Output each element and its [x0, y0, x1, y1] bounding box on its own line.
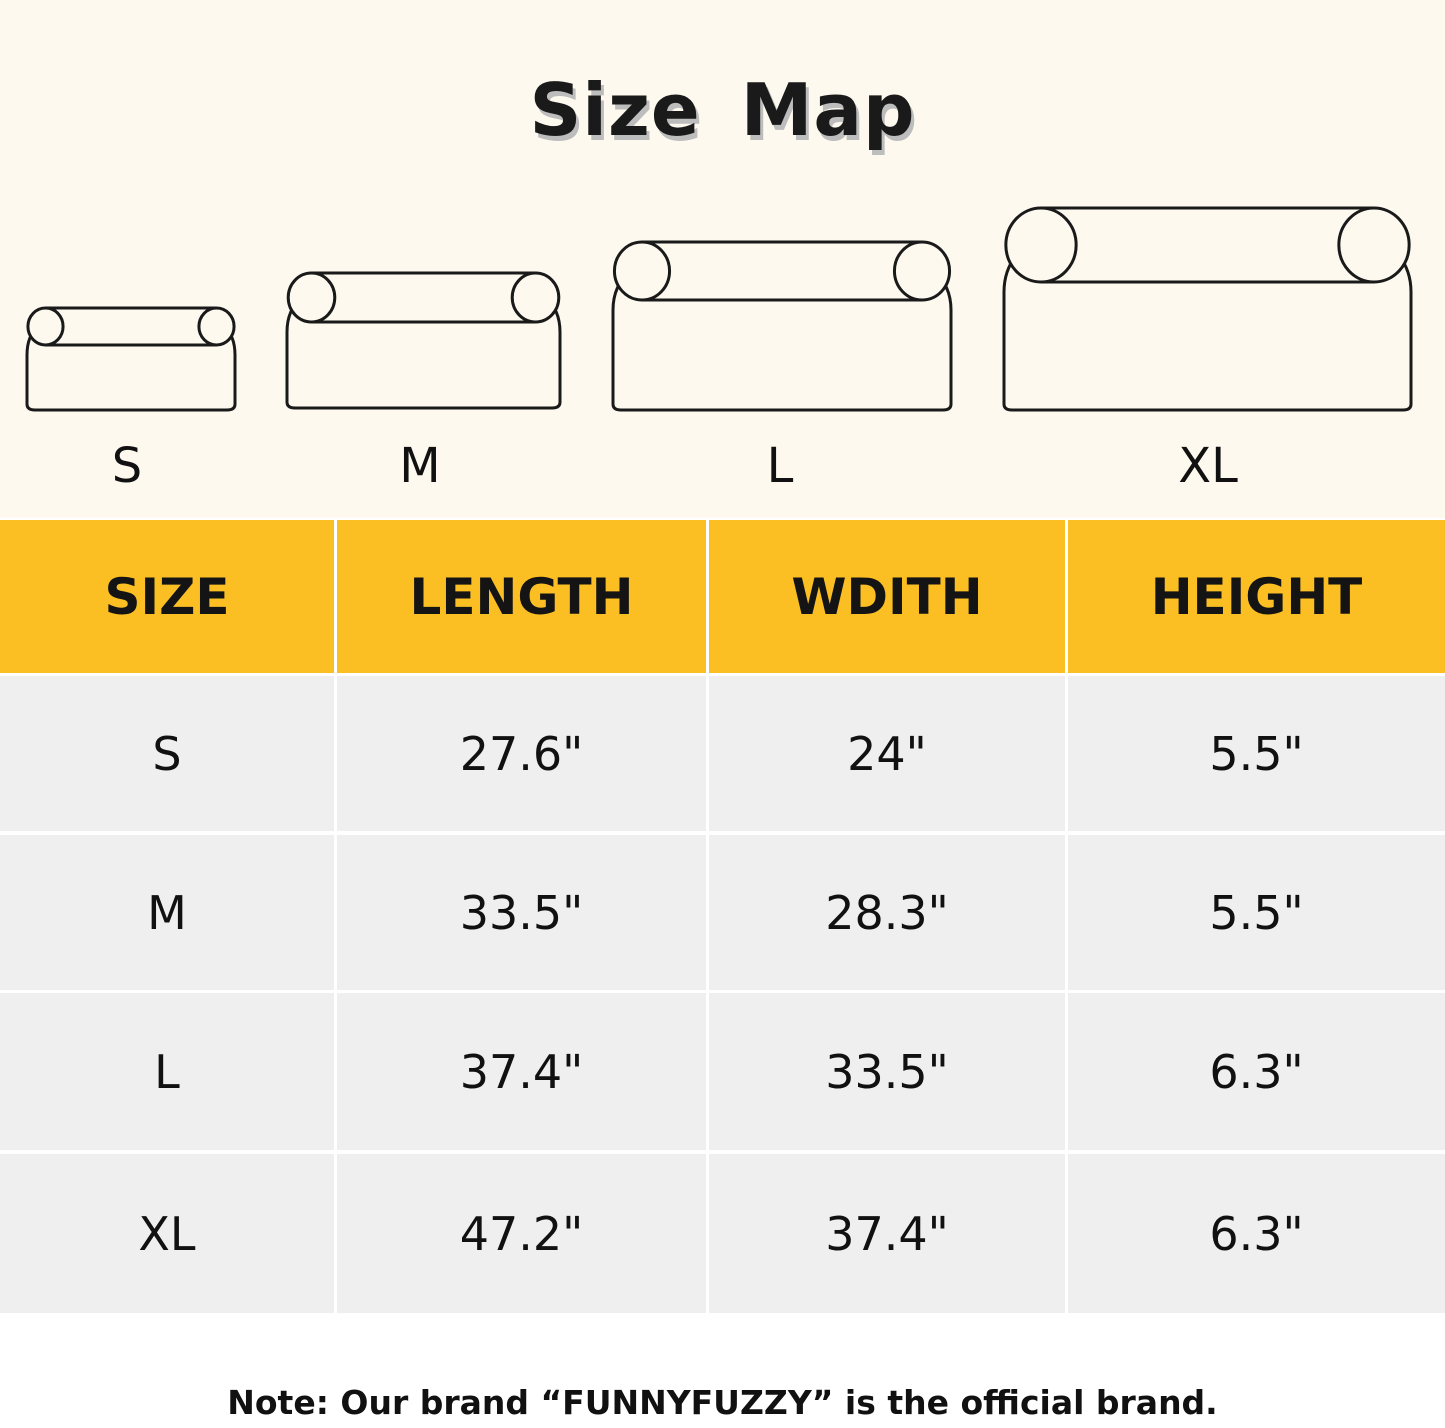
bed-label-xl: XL: [1178, 438, 1238, 494]
bed-label-l: L: [766, 438, 794, 494]
table-row: L 37.4" 33.5" 6.3": [0, 993, 1445, 1150]
cell-height: 5.5": [1068, 676, 1445, 831]
brand-note: Note: Our brand “FUNNYFUZZY” is the offi…: [227, 1383, 1218, 1422]
bed-label-s: S: [111, 438, 143, 494]
table-row: S 27.6" 24" 5.5": [0, 676, 1445, 831]
cell-size: L: [0, 993, 334, 1150]
page-title: Size Map: [529, 68, 916, 152]
cell-height: 6.3": [1068, 1154, 1445, 1313]
cell-width: 28.3": [709, 835, 1065, 990]
cell-size: M: [0, 835, 334, 990]
header-size: SIZE: [0, 520, 334, 673]
cell-size: XL: [0, 1154, 334, 1313]
cell-width: 24": [709, 676, 1065, 831]
cell-size: S: [0, 676, 334, 831]
cell-length: 37.4": [337, 993, 706, 1150]
cell-width: 37.4": [709, 1154, 1065, 1313]
cell-length: 47.2": [337, 1154, 706, 1313]
cell-length: 27.6": [337, 676, 706, 831]
bed-s-icon: [25, 306, 237, 412]
bed-xl-icon: [1002, 206, 1413, 412]
cell-height: 5.5": [1068, 835, 1445, 990]
bed-m-icon: [285, 271, 562, 410]
table-row: M 33.5" 28.3" 5.5": [0, 835, 1445, 990]
table-row: XL 47.2" 37.4" 6.3": [0, 1154, 1445, 1313]
table-header: SIZE LENGTH WDITH HEIGHT: [0, 520, 1445, 673]
bed-illustrations: [25, 206, 1413, 412]
header-length: LENGTH: [337, 520, 706, 673]
cell-height: 6.3": [1068, 993, 1445, 1150]
header-width: WDITH: [709, 520, 1065, 673]
cell-width: 33.5": [709, 993, 1065, 1150]
header-height: HEIGHT: [1068, 520, 1445, 673]
cell-length: 33.5": [337, 835, 706, 990]
bed-label-m: M: [399, 438, 441, 494]
bed-l-icon: [611, 240, 953, 412]
size-map-panel: Size Map S M L XL: [0, 0, 1445, 518]
